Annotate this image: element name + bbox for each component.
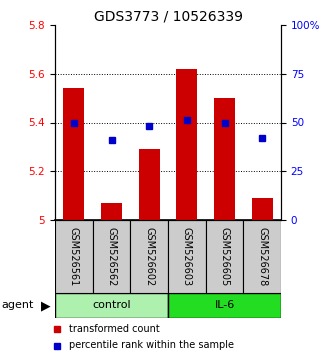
- Text: IL-6: IL-6: [214, 301, 235, 310]
- Bar: [139, 149, 160, 220]
- Bar: [206, 220, 243, 293]
- Bar: [93, 220, 130, 293]
- Bar: [243, 220, 281, 293]
- Bar: [130, 220, 168, 293]
- Text: GSM526602: GSM526602: [144, 227, 154, 286]
- Title: GDS3773 / 10526339: GDS3773 / 10526339: [93, 10, 243, 24]
- Bar: [55, 293, 168, 318]
- Text: agent: agent: [2, 301, 34, 310]
- Bar: [64, 88, 84, 220]
- Text: GSM526605: GSM526605: [219, 227, 229, 286]
- Text: GSM526561: GSM526561: [69, 227, 79, 286]
- Text: GSM526562: GSM526562: [107, 227, 117, 286]
- Text: GSM526678: GSM526678: [257, 227, 267, 286]
- Bar: [168, 220, 206, 293]
- Bar: [214, 98, 235, 220]
- Text: GSM526603: GSM526603: [182, 227, 192, 286]
- Bar: [176, 69, 197, 220]
- Text: control: control: [92, 301, 131, 310]
- Bar: [168, 293, 281, 318]
- Text: transformed count: transformed count: [69, 324, 159, 333]
- Text: ▶: ▶: [41, 299, 51, 312]
- Bar: [101, 203, 122, 220]
- Bar: [55, 220, 93, 293]
- Text: percentile rank within the sample: percentile rank within the sample: [69, 341, 234, 350]
- Bar: [252, 198, 272, 220]
